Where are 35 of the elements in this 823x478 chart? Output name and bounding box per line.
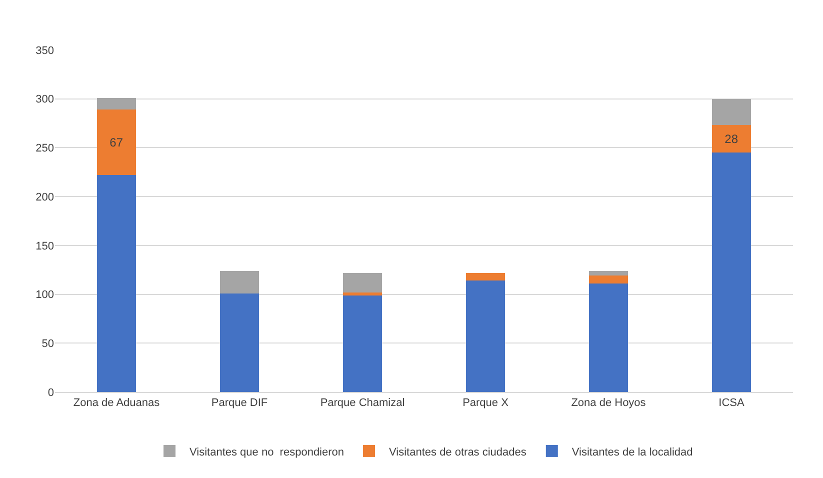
bar [712, 152, 752, 392]
y-tick-label: 50 [42, 338, 54, 350]
x-tick-label: ICSA [718, 397, 745, 410]
bar [342, 295, 382, 392]
data-label: 28 [724, 132, 738, 146]
bar [466, 272, 506, 281]
legend-label: Visitantes que no respondieron [190, 446, 344, 458]
x-tick-label: Parque X [462, 397, 510, 410]
y-tick-label: 300 [36, 94, 54, 106]
bar [466, 280, 506, 392]
data-label: 67 [110, 135, 124, 150]
bar [96, 175, 136, 392]
x-tick-label: Zona de Aduanas [73, 397, 160, 410]
legend-label: Visitantes de otras ciudades [389, 446, 527, 458]
bar [220, 270, 260, 294]
bar [220, 293, 260, 392]
bar [96, 110, 136, 176]
bar [96, 98, 136, 110]
bar [588, 270, 628, 276]
legend-label: Visitantes de la localidad [572, 446, 693, 458]
bar [712, 125, 752, 153]
bar [588, 276, 628, 284]
y-tick-label: 150 [36, 240, 54, 252]
bar [342, 272, 382, 292]
y-tick-label: 250 [36, 142, 54, 155]
bar [342, 292, 382, 296]
y-tick-label: 350 [36, 44, 54, 57]
y-tick-label: 200 [36, 191, 54, 204]
bar [712, 98, 752, 126]
y-tick-label: 0 [48, 386, 54, 399]
x-tick-label: Parque DIF [211, 397, 268, 410]
x-tick-label: Zona de Hoyos [571, 397, 646, 410]
bar [588, 284, 628, 392]
x-tick-label: Parque Chamizal [320, 397, 405, 410]
y-tick-label: 100 [36, 289, 54, 302]
